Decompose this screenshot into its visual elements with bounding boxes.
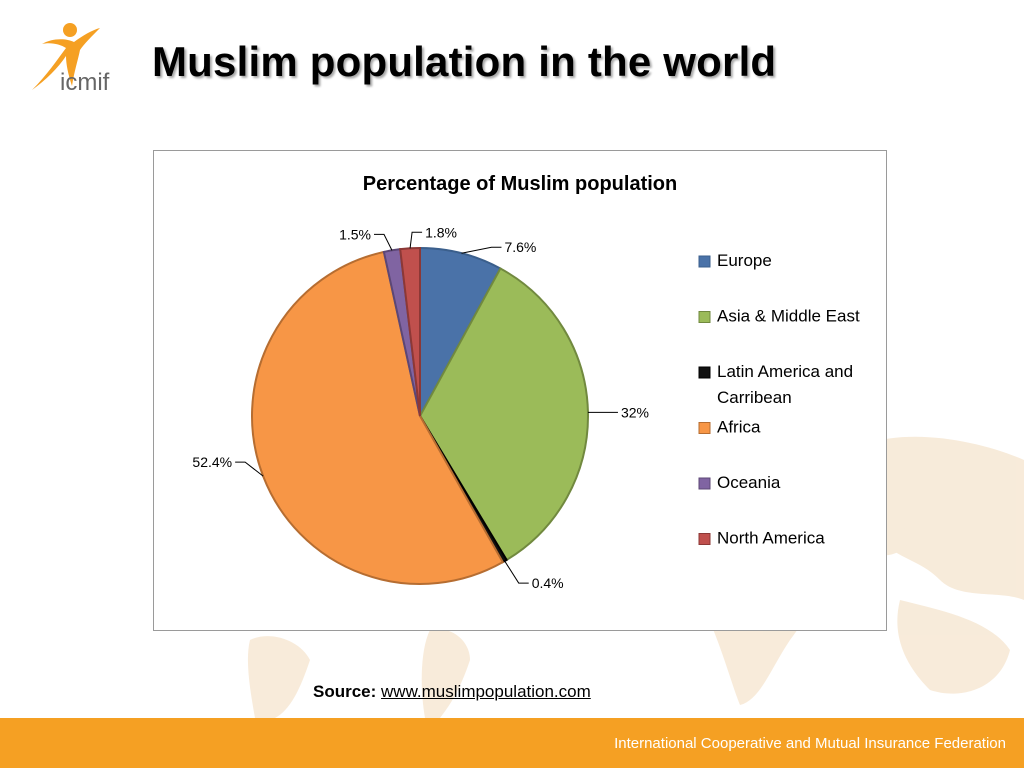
- slide-title: Muslim population in the world: [152, 38, 777, 85]
- legend-swatch: [698, 477, 711, 490]
- legend-swatch: [698, 311, 711, 323]
- pie-slice-north-america: [399, 246, 421, 417]
- leader-line: [504, 560, 529, 584]
- data-label: 1.5%: [339, 226, 371, 242]
- leader-line: [235, 461, 264, 477]
- pie-chart: Percentage of Muslim population 7.6% 32% 0.…: [192, 173, 860, 591]
- footer-text: International Cooperative and Mutual Ins…: [614, 735, 1006, 752]
- legend-entry: Latin America and: [717, 362, 853, 381]
- leader-line: [409, 231, 423, 249]
- legend-entry: Asia & Middle East: [717, 307, 860, 326]
- data-label: 0.4%: [532, 575, 564, 591]
- source-line: Source: www.muslimpopulation.com: [313, 682, 591, 702]
- leader-line: [461, 246, 502, 254]
- legend-entry: Europe: [717, 251, 772, 270]
- legend-swatch: [698, 533, 711, 545]
- legend-swatch: [698, 255, 711, 268]
- chart-frame: Percentage of Muslim population 7.6% 32% 0.…: [153, 150, 887, 631]
- footer-bar: International Cooperative and Mutual Ins…: [0, 718, 1024, 768]
- icmif-logo: icmif: [32, 23, 110, 96]
- legend-entry: North America: [717, 529, 825, 548]
- pie-slice-asia-middle-east: [418, 267, 589, 562]
- legend-swatch: [698, 422, 711, 434]
- data-label: 1.8%: [425, 224, 457, 240]
- source-label: Source:: [313, 682, 377, 701]
- data-label: 52.4%: [192, 454, 232, 470]
- data-label: 32%: [621, 404, 649, 420]
- legend-entry: Africa: [717, 418, 761, 437]
- data-label: 7.6%: [504, 239, 536, 255]
- legend-entry: Carribean: [717, 388, 792, 407]
- source-link[interactable]: www.muslimpopulation.com: [381, 682, 591, 701]
- chart-title: Percentage of Muslim population: [363, 173, 677, 195]
- legend-swatch: [698, 366, 711, 379]
- logo-text: icmif: [60, 69, 110, 96]
- legend-entry: Oceania: [717, 473, 781, 492]
- leader-line: [374, 233, 393, 251]
